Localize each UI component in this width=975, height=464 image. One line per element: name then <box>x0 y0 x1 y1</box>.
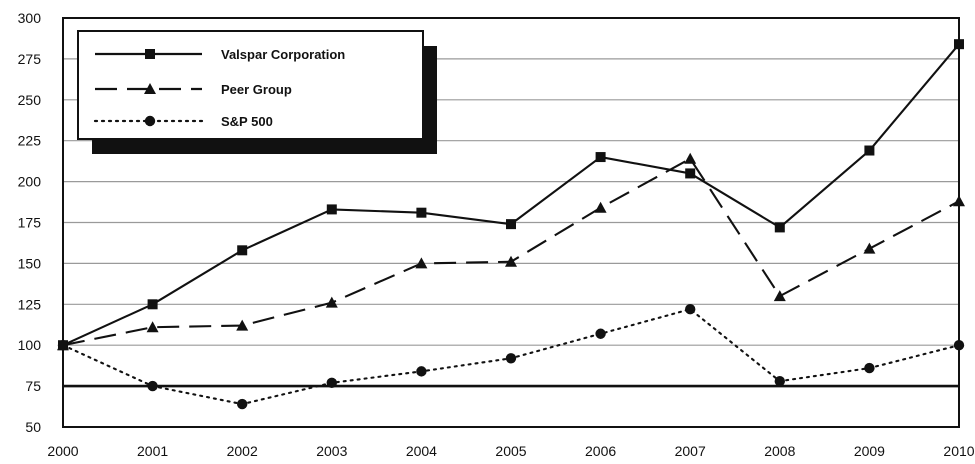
data-point <box>864 145 875 156</box>
data-point <box>505 353 517 364</box>
legend-marker <box>145 49 155 59</box>
legend-label: Peer Group <box>221 82 292 97</box>
y-tick-label: 150 <box>18 255 42 271</box>
data-point <box>146 321 159 333</box>
legend: Valspar Corporation Peer Group S&P 500 <box>77 30 437 154</box>
x-tick-label: 2009 <box>854 443 885 459</box>
x-tick-label: 2002 <box>227 443 258 459</box>
data-point <box>416 366 427 377</box>
data-point <box>237 245 248 256</box>
data-point <box>237 398 248 410</box>
data-point <box>236 319 249 331</box>
x-tick-label: 2000 <box>47 443 78 459</box>
x-tick-label: 2001 <box>137 443 168 459</box>
legend-box <box>77 30 424 140</box>
y-tick-label: 250 <box>18 92 42 108</box>
x-tick-label: 2007 <box>675 443 706 459</box>
y-tick-label: 175 <box>18 215 42 231</box>
legend-label: S&P 500 <box>221 114 273 129</box>
data-point <box>774 222 785 233</box>
y-tick-label: 100 <box>18 337 42 353</box>
data-point <box>773 290 786 302</box>
series-circle <box>57 304 965 410</box>
data-point <box>506 219 516 230</box>
data-point <box>684 152 697 164</box>
data-point <box>953 340 965 351</box>
data-point <box>57 340 69 351</box>
x-tick-label: 2008 <box>764 443 795 459</box>
data-point <box>595 152 606 163</box>
data-point <box>147 299 158 310</box>
data-point <box>505 255 517 267</box>
y-tick-label: 275 <box>18 51 42 67</box>
data-point <box>595 328 606 339</box>
data-point <box>774 375 785 387</box>
data-point <box>416 207 427 218</box>
legend-entry: Valspar Corporation <box>95 47 345 62</box>
legend-entry: Peer Group <box>95 82 292 97</box>
data-point <box>147 380 158 392</box>
x-tick-label: 2006 <box>585 443 616 459</box>
plot-frame <box>62 17 960 428</box>
y-tick-label: 200 <box>18 174 42 190</box>
x-tick-label: 2010 <box>943 443 974 459</box>
legend-marker <box>144 83 156 94</box>
legend-entry: S&P 500 <box>93 114 273 129</box>
data-point <box>864 362 875 374</box>
series-line <box>62 157 960 347</box>
x-tick-label: 2005 <box>495 443 526 459</box>
y-tick-label: 50 <box>25 419 41 435</box>
data-point <box>325 296 338 308</box>
x-tick-label: 2004 <box>406 443 437 459</box>
y-axis-tick-labels: 50 75 100 125 150 175 200 225 250 275 300 <box>18 10 42 435</box>
x-tick-label: 2003 <box>316 443 347 459</box>
y-tick-label: 75 <box>25 378 41 394</box>
data-point <box>326 204 337 215</box>
series-triangle <box>57 152 965 351</box>
y-tick-label: 125 <box>18 296 42 312</box>
y-tick-label: 300 <box>18 10 42 26</box>
x-axis-tick-labels: 2000 2001 2002 2003 2004 2005 2006 2007 2008 2009… <box>47 443 974 459</box>
data-point <box>326 377 337 389</box>
data-point <box>594 201 607 213</box>
legend-marker <box>144 115 156 127</box>
y-tick-label: 225 <box>18 133 42 149</box>
data-point <box>685 168 696 179</box>
data-point <box>863 242 876 254</box>
data-point <box>954 39 964 50</box>
data-point <box>685 304 696 315</box>
data-point <box>415 257 428 269</box>
data-point <box>953 195 965 207</box>
series-layer <box>57 39 965 410</box>
legend-label: Valspar Corporation <box>221 47 345 62</box>
